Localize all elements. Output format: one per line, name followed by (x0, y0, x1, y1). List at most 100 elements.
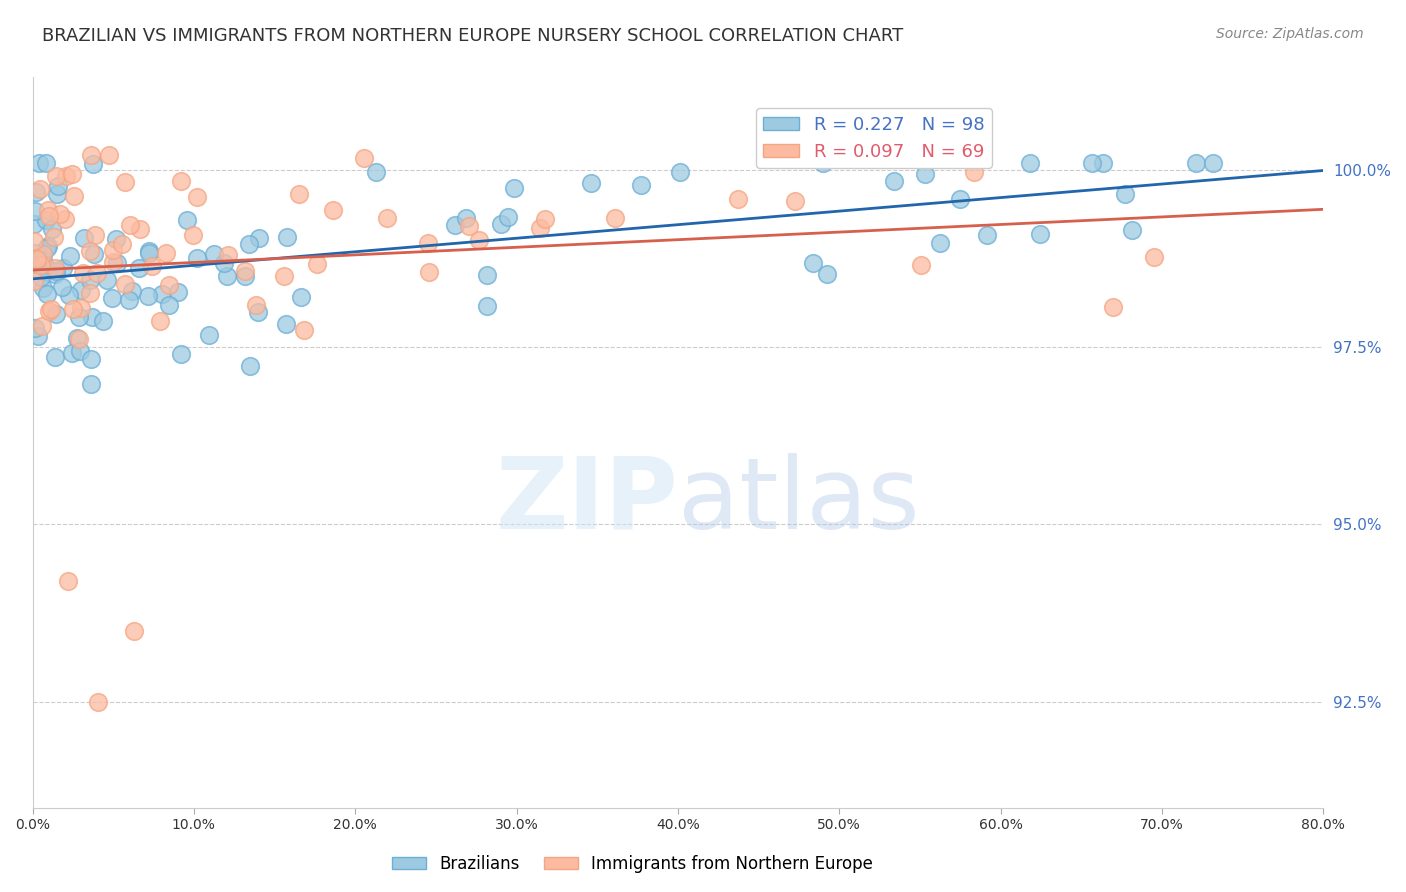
Immigrants from Northern Europe (27, 252, 49, 266)
Brazilians (198, 328, 221, 343)
Immigrants from Northern Europe (1102, 300, 1125, 314)
Brazilians (69, 284, 91, 298)
Brazilians (1114, 186, 1136, 201)
Brazilians (496, 211, 519, 225)
Immigrants from Northern Europe (72, 266, 94, 280)
Brazilians (27, 328, 49, 343)
Brazilians (25, 185, 48, 199)
Brazilians (811, 155, 834, 169)
Immigrants from Northern Europe (38, 209, 60, 223)
Brazilians (91, 314, 114, 328)
Brazilians (274, 317, 297, 331)
Text: BRAZILIAN VS IMMIGRANTS FROM NORTHERN EUROPE NURSERY SCHOOL CORRELATION CHART: BRAZILIAN VS IMMIGRANTS FROM NORTHERN EU… (42, 27, 904, 45)
Brazilians (32, 248, 55, 262)
Brazilians (24, 204, 46, 219)
Immigrants from Northern Europe (416, 235, 439, 250)
Brazilians (247, 230, 270, 244)
Immigrants from Northern Europe (457, 219, 479, 234)
Brazilians (246, 305, 269, 319)
Brazilians (928, 235, 950, 250)
Immigrants from Northern Europe (149, 313, 172, 327)
Brazilians (67, 310, 90, 325)
Brazilians (186, 251, 208, 265)
Brazilians (239, 359, 262, 373)
Brazilians (52, 261, 75, 276)
Immigrants from Northern Europe (44, 260, 66, 275)
Brazilians (976, 227, 998, 242)
Immigrants from Northern Europe (963, 165, 986, 179)
Brazilians (214, 256, 236, 270)
Brazilians (118, 293, 141, 307)
Immigrants from Northern Europe (727, 192, 749, 206)
Immigrants from Northern Europe (120, 218, 142, 232)
Brazilians (25, 254, 48, 268)
Immigrants from Northern Europe (67, 332, 90, 346)
Immigrants from Northern Europe (292, 322, 315, 336)
Brazilians (1028, 227, 1050, 241)
Brazilians (31, 253, 53, 268)
Immigrants from Northern Europe (785, 194, 807, 208)
Immigrants from Northern Europe (48, 207, 70, 221)
Brazilians (491, 217, 513, 231)
Brazilians (202, 247, 225, 261)
Brazilians (80, 376, 103, 391)
Brazilians (1121, 223, 1143, 237)
Immigrants from Northern Europe (56, 574, 79, 588)
Brazilians (24, 245, 46, 260)
Immigrants from Northern Europe (53, 211, 76, 226)
Brazilians (34, 262, 56, 277)
Immigrants from Northern Europe (170, 174, 193, 188)
Brazilians (801, 256, 824, 270)
Brazilians (22, 217, 45, 231)
Brazilians (1018, 155, 1040, 169)
Brazilians (128, 261, 150, 276)
Immigrants from Northern Europe (529, 221, 551, 235)
Immigrants from Northern Europe (468, 233, 491, 247)
Brazilians (276, 230, 298, 244)
Brazilians (1092, 155, 1115, 169)
Immigrants from Northern Europe (181, 228, 204, 243)
Immigrants from Northern Europe (60, 167, 83, 181)
Immigrants from Northern Europe (141, 260, 163, 274)
Immigrants from Northern Europe (32, 247, 55, 261)
Immigrants from Northern Europe (42, 230, 65, 244)
Immigrants from Northern Europe (418, 265, 440, 279)
Immigrants from Northern Europe (114, 277, 136, 291)
Brazilians (1081, 155, 1104, 169)
Brazilians (44, 267, 66, 281)
Immigrants from Northern Europe (129, 222, 152, 236)
Immigrants from Northern Europe (69, 301, 91, 315)
Brazilians (454, 211, 477, 226)
Brazilians (166, 285, 188, 299)
Immigrants from Northern Europe (98, 148, 121, 162)
Immigrants from Northern Europe (28, 182, 51, 196)
Brazilians (34, 258, 56, 272)
Immigrants from Northern Europe (155, 245, 177, 260)
Brazilians (815, 267, 838, 281)
Immigrants from Northern Europe (122, 624, 145, 638)
Brazilians (32, 280, 55, 294)
Brazilians (503, 180, 526, 194)
Immigrants from Northern Europe (101, 244, 124, 258)
Immigrants from Northern Europe (86, 266, 108, 280)
Brazilians (46, 178, 69, 193)
Immigrants from Northern Europe (245, 298, 267, 312)
Immigrants from Northern Europe (353, 151, 375, 165)
Brazilians (101, 291, 124, 305)
Brazilians (233, 268, 256, 283)
Immigrants from Northern Europe (31, 318, 53, 333)
Immigrants from Northern Europe (45, 169, 67, 183)
Brazilians (150, 287, 173, 301)
Brazilians (579, 176, 602, 190)
Brazilians (475, 299, 498, 313)
Immigrants from Northern Europe (534, 211, 557, 226)
Text: ZIP: ZIP (495, 452, 678, 549)
Immigrants from Northern Europe (101, 254, 124, 268)
Brazilians (34, 155, 56, 169)
Brazilians (170, 347, 193, 361)
Immigrants from Northern Europe (80, 148, 103, 162)
Brazilians (83, 247, 105, 261)
Brazilians (59, 249, 82, 263)
Brazilians (80, 351, 103, 366)
Brazilians (60, 346, 83, 360)
